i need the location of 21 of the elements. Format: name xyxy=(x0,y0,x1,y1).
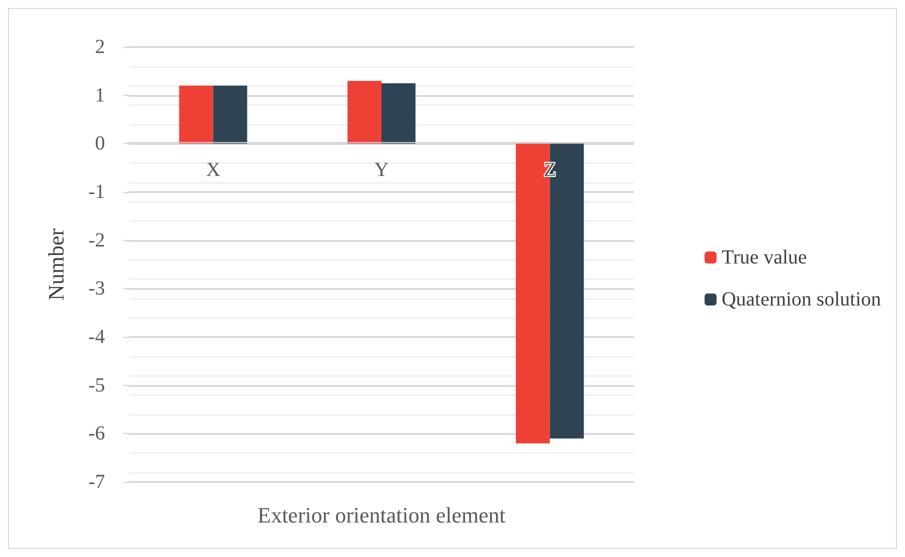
bar xyxy=(382,83,416,144)
y-tick-label: -7 xyxy=(88,471,105,493)
x-tick-label: Y xyxy=(374,159,389,182)
y-tick-label: -1 xyxy=(88,181,105,203)
y-tick-label: 1 xyxy=(95,84,105,106)
bar xyxy=(348,80,382,144)
x-tick-label: Z xyxy=(544,159,556,182)
x-axis-title: Exterior orientation element xyxy=(257,502,506,528)
y-tick-label: -2 xyxy=(88,229,105,252)
y-tick-label: -3 xyxy=(88,278,105,300)
legend-label: True value xyxy=(722,246,808,268)
legend-label: Quaternion solution xyxy=(722,288,882,310)
y-tick-label: -6 xyxy=(88,422,105,445)
bar xyxy=(213,86,248,144)
y-tick-label: 2 xyxy=(95,36,105,58)
y-tick-label: 0 xyxy=(95,132,105,155)
bar xyxy=(179,86,214,144)
y-axis-title: Number xyxy=(44,228,68,301)
y-tick-label: -4 xyxy=(88,326,105,348)
y-tick-label: -5 xyxy=(88,374,105,396)
x-tick-label: X xyxy=(206,159,221,182)
